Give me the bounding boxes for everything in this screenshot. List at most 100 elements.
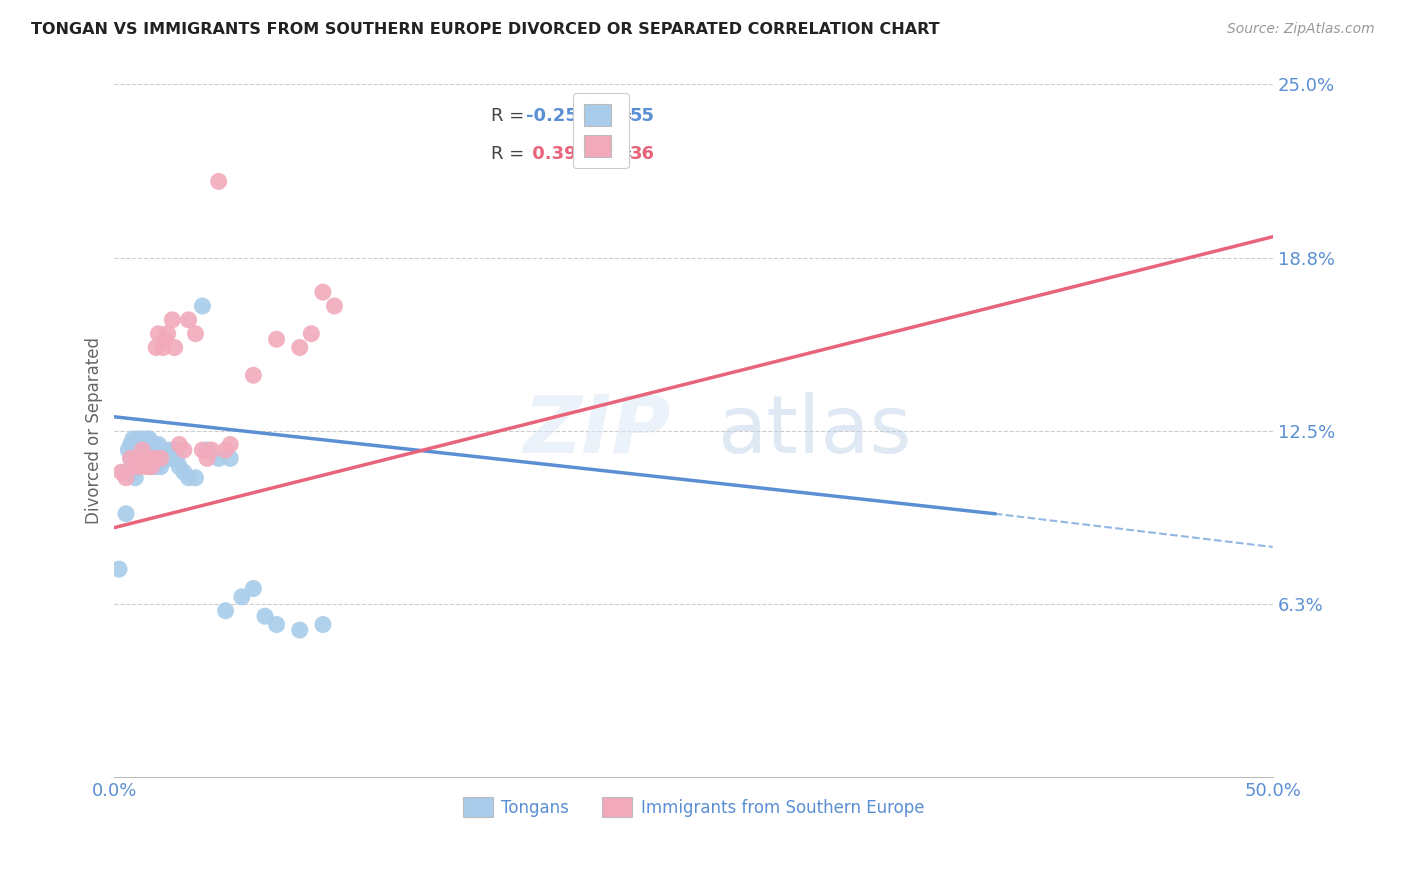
Point [108, 562, 131, 576]
Text: atlas: atlas [717, 392, 911, 470]
Point [219, 451, 242, 466]
Point [127, 443, 149, 458]
Point [115, 507, 138, 521]
Point [128, 451, 150, 466]
Point [184, 471, 207, 485]
Point [138, 451, 160, 466]
Point [169, 437, 191, 451]
Point [149, 459, 172, 474]
Point [149, 443, 172, 458]
Point [134, 437, 156, 451]
Point [242, 582, 264, 596]
Point [266, 617, 288, 632]
Point [117, 443, 139, 458]
Point [214, 604, 236, 618]
Point [166, 451, 188, 466]
Point [120, 437, 142, 451]
Text: Source: ZipAtlas.com: Source: ZipAtlas.com [1227, 22, 1375, 37]
Point [152, 451, 174, 466]
Text: 36: 36 [630, 145, 655, 162]
Point [131, 443, 153, 458]
Point [214, 443, 236, 458]
Point [163, 341, 186, 355]
Point [134, 451, 156, 466]
Point [131, 432, 153, 446]
Point [145, 443, 167, 458]
Point [115, 471, 138, 485]
Text: R =: R = [491, 145, 530, 162]
Point [152, 341, 174, 355]
Point [148, 451, 170, 466]
Point [288, 341, 311, 355]
Point [142, 451, 165, 466]
Point [184, 326, 207, 341]
Point [142, 451, 165, 466]
Text: N =: N = [586, 145, 638, 162]
Point [155, 332, 177, 346]
Point [120, 451, 142, 466]
Point [242, 368, 264, 383]
Point [163, 443, 186, 458]
Text: -0.258: -0.258 [526, 107, 591, 125]
Point [312, 617, 335, 632]
Point [149, 451, 172, 466]
Point [162, 451, 184, 466]
Point [145, 341, 167, 355]
Point [148, 326, 170, 341]
Point [195, 443, 218, 458]
Point [138, 432, 160, 446]
Point [124, 471, 146, 485]
Y-axis label: Divorced or Separated: Divorced or Separated [86, 337, 103, 524]
Point [135, 432, 157, 446]
Point [156, 451, 179, 466]
Point [177, 471, 200, 485]
Point [208, 451, 231, 466]
Point [138, 451, 160, 466]
Point [122, 465, 145, 479]
Point [231, 590, 253, 604]
Text: N =: N = [586, 107, 638, 125]
Point [135, 443, 157, 458]
Text: ZIP: ZIP [523, 392, 671, 470]
Point [191, 443, 214, 458]
Text: TONGAN VS IMMIGRANTS FROM SOUTHERN EUROPE DIVORCED OR SEPARATED CORRELATION CHAR: TONGAN VS IMMIGRANTS FROM SOUTHERN EUROP… [31, 22, 939, 37]
Point [159, 443, 181, 458]
Point [173, 443, 195, 458]
Point [124, 451, 146, 466]
Point [173, 465, 195, 479]
Point [156, 326, 179, 341]
Point [141, 459, 163, 474]
Point [253, 609, 276, 624]
Text: R =: R = [491, 107, 530, 125]
Point [135, 459, 157, 474]
Point [169, 459, 191, 474]
Point [148, 437, 170, 451]
Point [124, 459, 146, 474]
Point [155, 443, 177, 458]
Point [299, 326, 322, 341]
Point [131, 443, 153, 458]
Point [134, 451, 156, 466]
Point [127, 451, 149, 466]
Point [141, 443, 163, 458]
Point [266, 332, 288, 346]
Point [127, 432, 149, 446]
Point [110, 465, 132, 479]
Point [191, 299, 214, 313]
Point [112, 465, 135, 479]
Point [128, 437, 150, 451]
Point [208, 174, 231, 188]
Legend: Tongans, Immigrants from Southern Europe: Tongans, Immigrants from Southern Europe [456, 790, 931, 824]
Point [195, 451, 218, 466]
Text: 0.390: 0.390 [526, 145, 589, 162]
Point [138, 443, 160, 458]
Point [162, 313, 184, 327]
Point [323, 299, 346, 313]
Point [141, 459, 163, 474]
Point [177, 313, 200, 327]
Point [201, 443, 224, 458]
Point [288, 623, 311, 637]
Point [219, 437, 242, 451]
Point [312, 285, 335, 300]
Point [142, 437, 165, 451]
